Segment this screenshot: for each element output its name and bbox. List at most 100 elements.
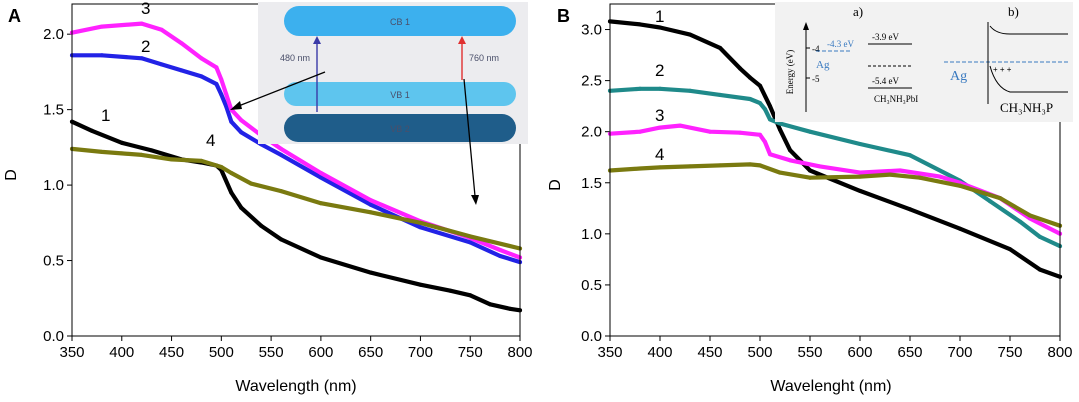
panel-a-xtick-label-3: 500 (209, 344, 234, 361)
panel-b-series-2-point (908, 153, 912, 158)
panel-a-ytick-label-1: 0.5 (43, 253, 64, 270)
panel-b-series-4-point (888, 172, 892, 177)
panel-b-series-3-point (818, 164, 822, 169)
panel-a-series-1-point (119, 140, 124, 145)
panel-a: A D Wavelength (nm) 350 400 450 500 550 600 65… (3, 0, 533, 395)
panel-a-series-1-point (229, 190, 234, 195)
panel-b-series-1-point (718, 45, 722, 50)
panel-b-ytick-label-4: 2.0 (581, 124, 602, 141)
cb-bend-curve (989, 25, 1068, 35)
panel-b-series-4-point (998, 196, 1002, 201)
panel-a-series-1-point (239, 205, 244, 210)
band-vb1-label: VB 1 (390, 90, 410, 100)
panel-b-xtick-label-2: 450 (697, 344, 722, 361)
pointer-arrow-760-line (463, 78, 476, 197)
panel-b-xtick-label-6: 650 (897, 344, 922, 361)
panel-b-xtick-label-7: 700 (947, 344, 972, 361)
panel-b-series-2-point (778, 121, 782, 126)
panel-a-series-2-point (99, 53, 104, 58)
panel-a-curve-label-1: 1 (101, 106, 110, 125)
panel-b-series-2-point (658, 86, 662, 91)
panel-b-ytick-label-0: 0.0 (581, 328, 602, 345)
band-vb2 (284, 114, 516, 142)
inset-b-label-b: b) (1008, 4, 1019, 19)
panel-a-inset: CB 1 VB 1 VB 2 480 nm 760 nm (230, 2, 528, 205)
panel-b-series-3-point (768, 152, 772, 157)
panel-a-series-3-point (99, 24, 104, 29)
band-cb1 (284, 6, 516, 36)
panel-a-series-3-point (214, 65, 219, 70)
band-cb1-label: CB 1 (390, 17, 410, 27)
panel-b-series-2-point (688, 88, 692, 93)
panel-a-ytick-label-4: 2.0 (43, 26, 64, 43)
panel-b-series-1-point (688, 32, 692, 37)
panel-b-series-2-point (758, 101, 762, 106)
panel-b-xtick-label-1: 400 (647, 344, 672, 361)
panel-a-series-4-point (468, 234, 473, 239)
panel-a-series-2-point (229, 119, 234, 124)
panel-a-series-3-point (199, 56, 204, 61)
panel-b-series-4-point (858, 174, 862, 179)
panel-a-curve-label-3: 3 (141, 0, 150, 18)
panel-a-series-2-point (318, 175, 323, 180)
panel-b-series-1-point (1008, 247, 1012, 252)
panel-b-series-4-point (748, 162, 752, 167)
panel-a-series-1-point (488, 302, 493, 307)
panel-b-series-2-point (1018, 219, 1022, 224)
panel-b-series-1-point (768, 104, 772, 109)
panel-a-series-2-point (219, 92, 224, 97)
panel-a-series-2-point (279, 152, 284, 157)
panel-a-xtick-label-2: 450 (159, 344, 184, 361)
panel-a-xlabel: Wavelength (nm) (235, 378, 356, 395)
panel-a-series-1 (69, 119, 523, 313)
ag-level-label: -4.3 eV (827, 39, 854, 49)
panel-a-series-3-point (498, 248, 503, 252)
panel-b-series-3-point (938, 174, 942, 179)
panel-a-ytick-label-0: 0.0 (43, 328, 64, 345)
panel-b-series-1-point (748, 75, 752, 80)
panel-a-series-3-point (368, 198, 373, 203)
panel-a-series-2-point (368, 202, 373, 207)
panel-a-series-2-point (214, 82, 219, 86)
panel-b-series-1-point (778, 127, 782, 132)
panel-b-series-3-point (638, 129, 642, 134)
panel-a-series-2-point (224, 104, 229, 109)
inset-b-label-a: a) (853, 4, 863, 19)
panel-b-series-3-point (898, 168, 902, 173)
panel-b-series-1-point (1038, 267, 1042, 272)
panel-a-series-4-point (99, 149, 104, 154)
panel-a-xtick-label-5: 600 (308, 344, 333, 361)
panel-b-series-2-point (718, 92, 722, 97)
panel-a-series-4-point (199, 158, 204, 163)
panel-b-series-3-point (858, 170, 862, 175)
panel-b-series-1-point (738, 66, 742, 71)
panel-b-ytick-label-2: 1.0 (581, 226, 602, 243)
panel-a-series-1-point (259, 223, 264, 228)
panel-a-series-2-point (139, 56, 144, 61)
panel-b-series-4-point (638, 166, 642, 171)
cb-level-label: -3.9 eV (872, 32, 899, 42)
panel-b-series-3 (607, 123, 1063, 236)
panel-b-xtick-label-8: 750 (997, 344, 1022, 361)
panel-b-ytick-label-3: 1.5 (581, 175, 602, 192)
panel-a-series-2-point (468, 240, 473, 245)
arrow-480-head (313, 36, 321, 44)
panel-a-series-3-point (139, 21, 144, 26)
panel-b-series-3-point (678, 123, 682, 128)
panel-b-series-1-point (958, 226, 962, 231)
panel-a-series-1-point (318, 255, 323, 260)
panel-b-series-2-point (638, 86, 642, 91)
panel-a-series-1-point (508, 306, 512, 311)
panel-a-ytick-label-3: 1.5 (43, 102, 64, 119)
panel-a-curve-label-4: 4 (206, 131, 215, 150)
ag-label-b: Ag (950, 69, 967, 84)
panel-b-series-3-point (763, 139, 767, 144)
panel-b-series-1-point (638, 22, 642, 27)
panel-a-label: A (8, 6, 21, 26)
energy-tick-2-label: -5 (812, 74, 820, 84)
panel-b-series-4-point (808, 175, 812, 180)
panel-b-ytick-label-1: 0.5 (581, 277, 602, 294)
panel-a-ylabel: D (3, 169, 20, 181)
panel-a-series-2-point (418, 225, 423, 230)
panel-a-series-2-point (498, 254, 503, 258)
